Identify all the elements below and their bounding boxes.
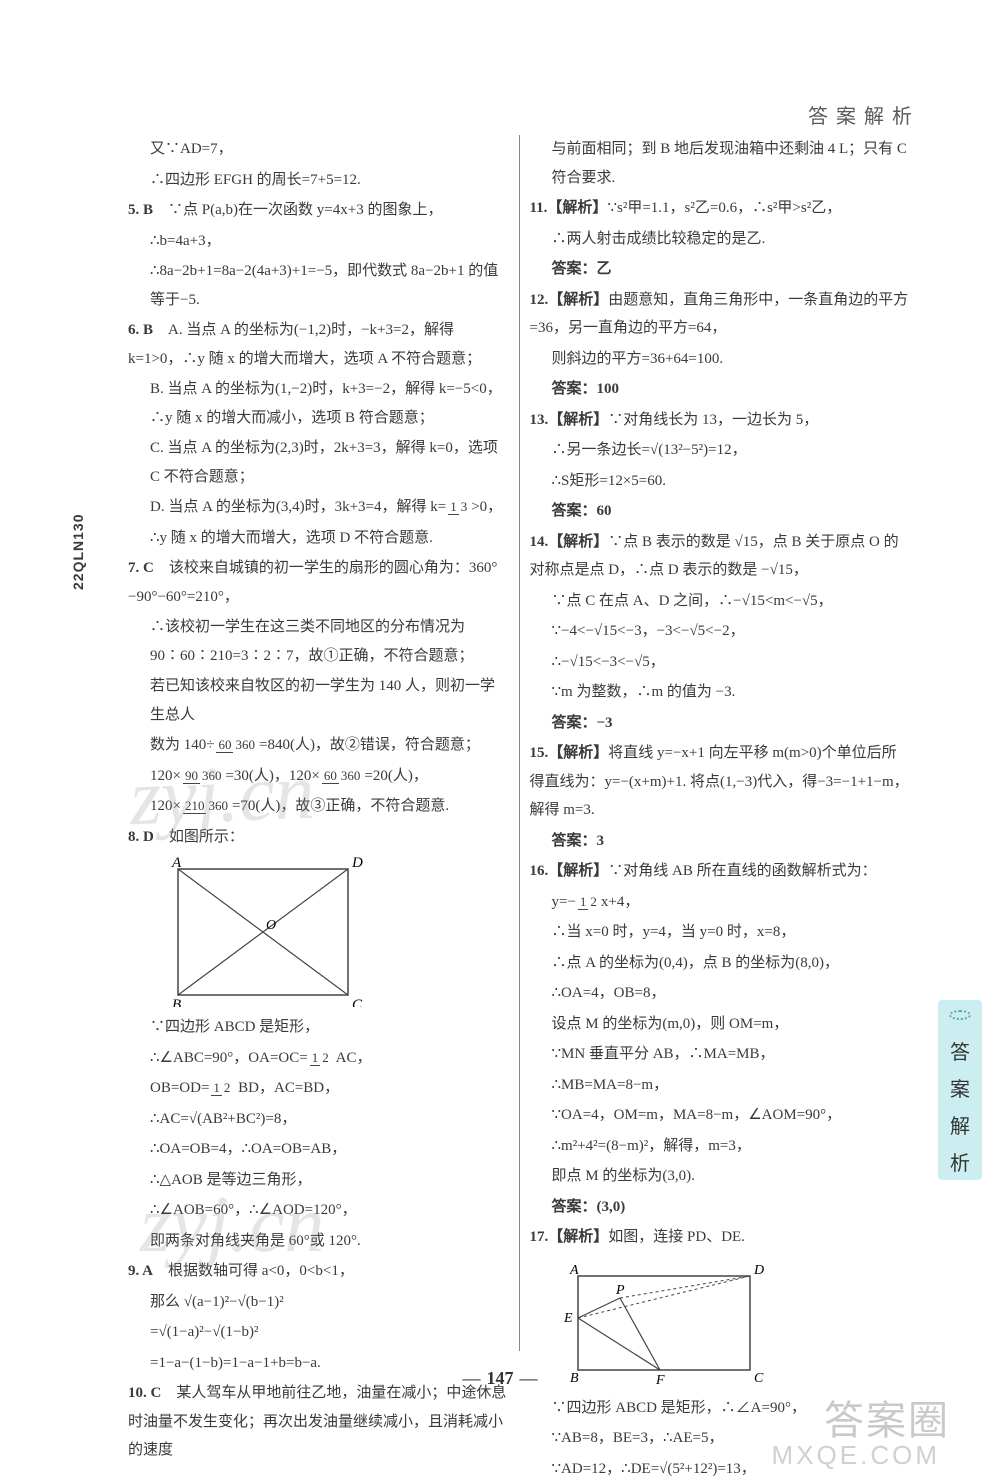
right-column: 与前面相同；到 B 地后发现油箱中还剩油 4 L；只有 C 符合要求. 11.【…: [520, 135, 921, 1351]
text: ∴y 随 x 的增大而增大，选项 D 不符合题意.: [128, 524, 509, 553]
text: 设点 M 的坐标为(m,0)，则 OM=m，: [530, 1010, 911, 1039]
text: D. 当点 A 的坐标为(3,4)时，3k+3=4，解得 k=13>0，: [128, 493, 509, 522]
q5: 5. B ∵点 P(a,b)在一次函数 y=4x+3 的图象上，: [128, 196, 509, 225]
text: 若已知该校来自牧区的初一学生为 140 人，则初一学生总人: [128, 672, 509, 729]
text: ∵MN 垂直平分 AB，∴MA=MB，: [530, 1040, 911, 1069]
text: ∵点 C 在点 A、D 之间，∴−√15<m<−√5，: [530, 587, 911, 616]
answer: 答案：60: [530, 497, 911, 526]
svg-text:B: B: [172, 997, 181, 1007]
q8: 8. D 如图所示：: [128, 823, 509, 852]
text: 那么 √(a−1)²−√(b−1)²: [128, 1288, 509, 1317]
text: ∴该校初一学生在这三类不同地区的分布情况为 90∶60∶210=3∶2∶7，故①…: [128, 613, 509, 670]
text: ∵AD=12，∴DE=√(5²+12²)=13，: [530, 1455, 911, 1483]
q14: 14.【解析】∵点 B 表示的数是 √15，点 B 关于原点 O 的对称点是点 …: [530, 528, 911, 585]
svg-text:D: D: [753, 1263, 764, 1278]
text: 与前面相同；到 B 地后发现油箱中还剩油 4 L；只有 C 符合要求.: [530, 135, 911, 192]
q6: 6. B A. 当点 A 的坐标为(−1,2)时，−k+3=2，解得 k=1>0…: [128, 316, 509, 373]
text: =√(1−a)²−√(1−b)²: [128, 1318, 509, 1347]
text: 又∵AD=7，: [128, 135, 509, 164]
text: ∵四边形 ABCD 是矩形，: [128, 1013, 509, 1042]
side-char: 案: [950, 1073, 970, 1102]
text: ∵−4<−√15<−3，−3<−√5<−2，: [530, 617, 911, 646]
svg-text:C: C: [352, 997, 363, 1007]
text: ∴当 x=0 时，y=4，当 y=0 时，x=8，: [530, 918, 911, 947]
text: ∵OA=4，OM=m，MA=8−m，∠AOM=90°，: [530, 1101, 911, 1130]
text: 即两条对角线夹角是 60°或 120°.: [128, 1227, 509, 1256]
svg-text:A: A: [569, 1263, 579, 1278]
text: ∴m²+4²=(8−m)²，解得，m=3，: [530, 1132, 911, 1161]
text: 数为 140÷60360=840(人)，故②错误，符合题意；: [128, 731, 509, 760]
page-header: 答案解析: [808, 100, 920, 129]
text: ∵m 为整数，∴m 的值为 −3.: [530, 678, 911, 707]
svg-text:O: O: [266, 918, 276, 933]
text: 即点 M 的坐标为(3,0).: [530, 1162, 911, 1191]
side-char: 析: [950, 1147, 970, 1176]
answer: 答案：−3: [530, 709, 911, 738]
text: ∴另一条边长=√(13²−5²)=12，: [530, 436, 911, 465]
q15: 15.【解析】将直线 y=−x+1 向左平移 m(m>0)个单位后所得直线为：y…: [530, 739, 911, 825]
text: ∴8a−2b+1=8a−2(4a+3)+1=−5，即代数式 8a−2b+1 的值…: [128, 257, 509, 314]
text: ∴−√15<−3<−√5，: [530, 648, 911, 677]
text: ∴点 A 的坐标为(0,4)，点 B 的坐标为(8,0)，: [530, 949, 911, 978]
answer: 答案：(3,0): [530, 1193, 911, 1222]
text: ∵四边形 ABCD 是矩形，∴∠A=90°，: [530, 1394, 911, 1423]
q7: 7. C 该校来自城镇的初一学生的扇形的圆心角为：360°−90°−60°=21…: [128, 554, 509, 611]
text: ∴四边形 EFGH 的周长=7+5=12.: [128, 166, 509, 195]
page-number: 147: [0, 1368, 1000, 1389]
text: C. 当点 A 的坐标为(2,3)时，2k+3=3，解得 k=0，选项 C 不符…: [128, 434, 509, 491]
text: ∴b=4a+3，: [128, 227, 509, 256]
answer: 答案：3: [530, 827, 911, 856]
text: OB=OD=12 BD，AC=BD，: [128, 1074, 509, 1103]
q10: 10. C 某人驾车从甲地前往乙地，油量在减小；中途休息时油量不发生变化；再次出…: [128, 1379, 509, 1465]
text: ∴S矩形=12×5=60.: [530, 467, 911, 496]
text: ∴∠ABC=90°，OA=OC=12 AC，: [128, 1044, 509, 1073]
side-tab: 答 案 解 析: [938, 1000, 982, 1180]
svg-text:P: P: [615, 1283, 625, 1298]
text: B. 当点 A 的坐标为(1,−2)时，k+3=−2，解得 k=−5<0，∴y …: [128, 375, 509, 432]
q12: 12.【解析】由题意知，直角三角形中，一条直角边的平方=36，另一直角边的平方=…: [530, 286, 911, 343]
q16: 16.【解析】∵对角线 AB 所在直线的函数解析式为：: [530, 857, 911, 886]
left-column: 又∵AD=7， ∴四边形 EFGH 的周长=7+5=12. 5. B ∵点 P(…: [118, 135, 519, 1351]
svg-text:E: E: [563, 1311, 573, 1326]
side-char: 解: [950, 1110, 970, 1139]
content-columns: 又∵AD=7， ∴四边形 EFGH 的周长=7+5=12. 5. B ∵点 P(…: [118, 135, 920, 1351]
answer: 答案：100: [530, 375, 911, 404]
text: ∵AB=8，BE=3，∴AE=5，: [530, 1424, 911, 1453]
text: ∴两人射击成绩比较稳定的是乙.: [530, 225, 911, 254]
text: ∴MB=MA=8−m，: [530, 1071, 911, 1100]
side-char: 答: [950, 1036, 970, 1065]
svg-text:A: A: [171, 857, 182, 871]
q13: 13.【解析】∵对角线长为 13，一边长为 5，: [530, 406, 911, 435]
q11: 11.【解析】∵s²甲=1.1，s²乙=0.6，∴s²甲>s²乙，: [530, 194, 911, 223]
sun-icon: [949, 1010, 971, 1020]
figure-8-rectangle: A B C D O: [148, 857, 378, 1007]
svg-text:D: D: [351, 857, 363, 871]
text: ∴∠AOB=60°，∴∠AOD=120°，: [128, 1196, 509, 1225]
text: 则斜边的平方=36+64=100.: [530, 345, 911, 374]
text: ∴△AOB 是等边三角形，: [128, 1166, 509, 1195]
text: 120×210360=70(人)，故③正确，不符合题意.: [128, 792, 509, 821]
text: 120×90360=30(人)，120×60360=20(人)，: [128, 762, 509, 791]
q17: 17.【解析】如图，连接 PD、DE.: [530, 1223, 911, 1252]
text: ∴AC=√(AB²+BC²)=8，: [128, 1105, 509, 1134]
q9: 9. A 根据数轴可得 a<0，0<b<1，: [128, 1257, 509, 1286]
answer: 答案：乙: [530, 255, 911, 284]
text: ∴OA=OB=4，∴OA=OB=AB，: [128, 1135, 509, 1164]
text: y=−12x+4，: [530, 888, 911, 917]
vertical-code: 22QLN130: [70, 514, 86, 590]
text: ∴OA=4，OB=8，: [530, 979, 911, 1008]
